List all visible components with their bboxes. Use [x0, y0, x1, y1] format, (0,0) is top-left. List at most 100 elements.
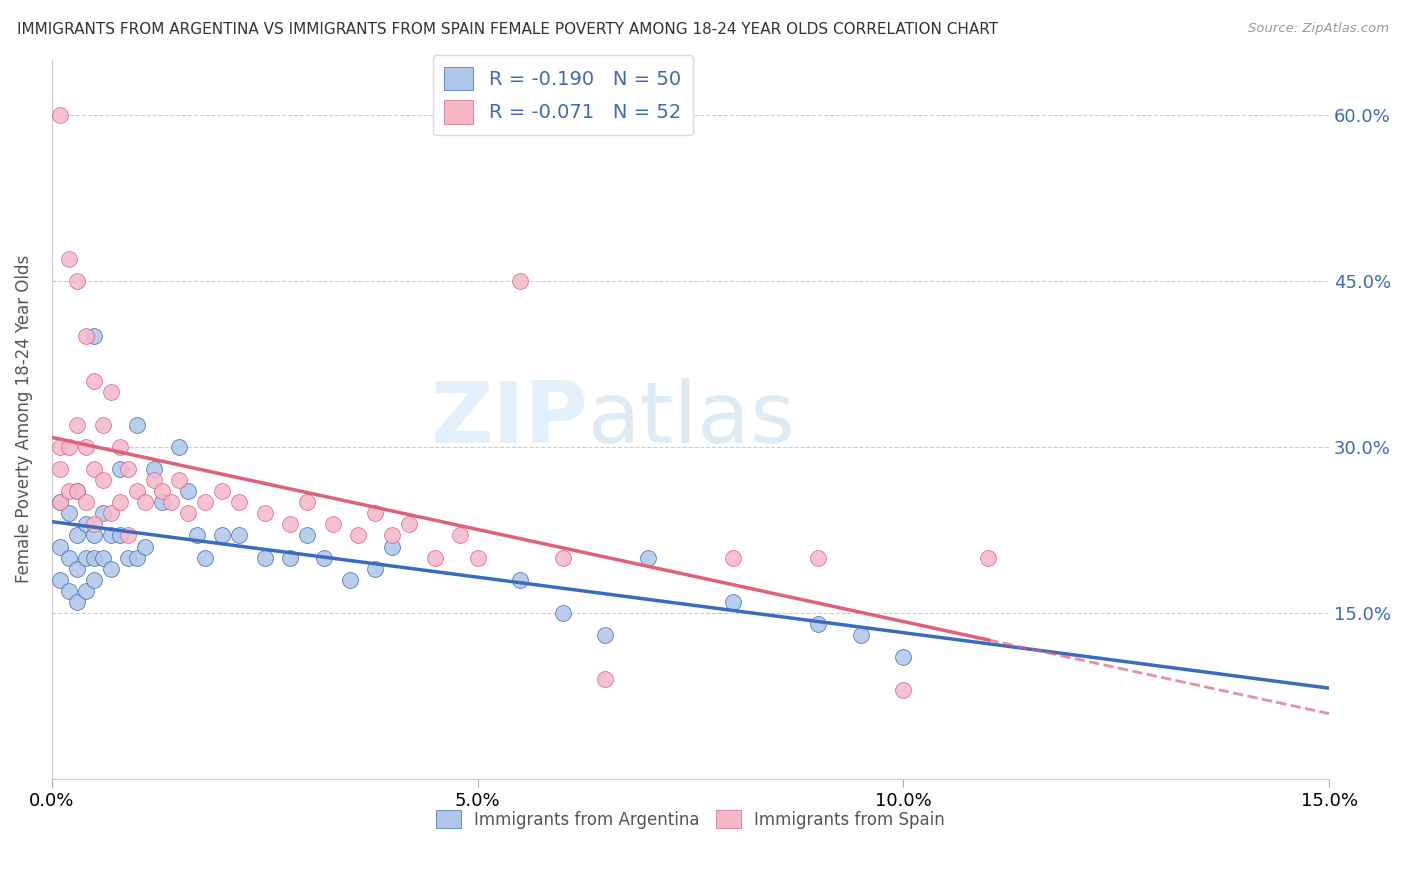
Point — [169, 440, 191, 454]
Point — [108, 495, 131, 509]
Point — [83, 573, 105, 587]
Point — [450, 528, 472, 542]
Point — [807, 550, 830, 565]
Point — [117, 462, 139, 476]
Point — [75, 517, 97, 532]
Point — [117, 528, 139, 542]
Point — [551, 550, 574, 565]
Point — [58, 440, 80, 454]
Point — [75, 440, 97, 454]
Point — [398, 517, 420, 532]
Point — [66, 484, 89, 499]
Point — [66, 528, 89, 542]
Point — [83, 550, 105, 565]
Point — [278, 517, 301, 532]
Point — [807, 617, 830, 632]
Point — [721, 550, 744, 565]
Point — [58, 583, 80, 598]
Point — [66, 417, 89, 432]
Point — [228, 495, 250, 509]
Point — [83, 528, 105, 542]
Point — [58, 506, 80, 520]
Point — [364, 562, 387, 576]
Point — [194, 495, 217, 509]
Point — [100, 528, 122, 542]
Point — [381, 540, 404, 554]
Point — [100, 506, 122, 520]
Point — [509, 573, 531, 587]
Point — [49, 462, 72, 476]
Point — [423, 550, 446, 565]
Point — [364, 506, 387, 520]
Point — [58, 550, 80, 565]
Point — [721, 595, 744, 609]
Point — [891, 683, 914, 698]
Point — [100, 562, 122, 576]
Point — [169, 473, 191, 487]
Point — [125, 417, 148, 432]
Point — [83, 329, 105, 343]
Text: ZIP: ZIP — [430, 377, 588, 461]
Point — [160, 495, 183, 509]
Point — [108, 462, 131, 476]
Point — [75, 495, 97, 509]
Point — [891, 650, 914, 665]
Text: Source: ZipAtlas.com: Source: ZipAtlas.com — [1249, 22, 1389, 36]
Point — [253, 550, 276, 565]
Point — [211, 528, 233, 542]
Point — [49, 108, 72, 122]
Point — [381, 528, 404, 542]
Point — [339, 573, 361, 587]
Point — [142, 462, 165, 476]
Point — [108, 528, 131, 542]
Point — [593, 673, 616, 687]
Point — [637, 550, 659, 565]
Legend: Immigrants from Argentina, Immigrants from Spain: Immigrants from Argentina, Immigrants fr… — [429, 804, 952, 835]
Point — [134, 540, 156, 554]
Text: atlas: atlas — [588, 377, 796, 461]
Point — [91, 506, 114, 520]
Point — [100, 384, 122, 399]
Point — [108, 440, 131, 454]
Point — [347, 528, 370, 542]
Point — [467, 550, 489, 565]
Point — [49, 540, 72, 554]
Point — [977, 550, 1000, 565]
Point — [228, 528, 250, 542]
Point — [278, 550, 301, 565]
Point — [551, 606, 574, 620]
Point — [83, 517, 105, 532]
Point — [66, 274, 89, 288]
Point — [152, 495, 174, 509]
Point — [322, 517, 344, 532]
Point — [75, 550, 97, 565]
Point — [186, 528, 208, 542]
Point — [83, 462, 105, 476]
Point — [177, 484, 200, 499]
Point — [66, 562, 89, 576]
Point — [66, 595, 89, 609]
Point — [117, 550, 139, 565]
Point — [125, 550, 148, 565]
Point — [75, 329, 97, 343]
Point — [142, 473, 165, 487]
Point — [194, 550, 217, 565]
Point — [66, 484, 89, 499]
Point — [593, 628, 616, 642]
Point — [314, 550, 336, 565]
Point — [49, 495, 72, 509]
Point — [49, 440, 72, 454]
Y-axis label: Female Poverty Among 18-24 Year Olds: Female Poverty Among 18-24 Year Olds — [15, 255, 32, 583]
Point — [152, 484, 174, 499]
Point — [49, 573, 72, 587]
Text: IMMIGRANTS FROM ARGENTINA VS IMMIGRANTS FROM SPAIN FEMALE POVERTY AMONG 18-24 YE: IMMIGRANTS FROM ARGENTINA VS IMMIGRANTS … — [17, 22, 998, 37]
Point — [211, 484, 233, 499]
Point — [134, 495, 156, 509]
Point — [295, 495, 318, 509]
Point — [83, 374, 105, 388]
Point — [91, 550, 114, 565]
Point — [58, 252, 80, 266]
Point — [75, 583, 97, 598]
Point — [253, 506, 276, 520]
Point — [91, 473, 114, 487]
